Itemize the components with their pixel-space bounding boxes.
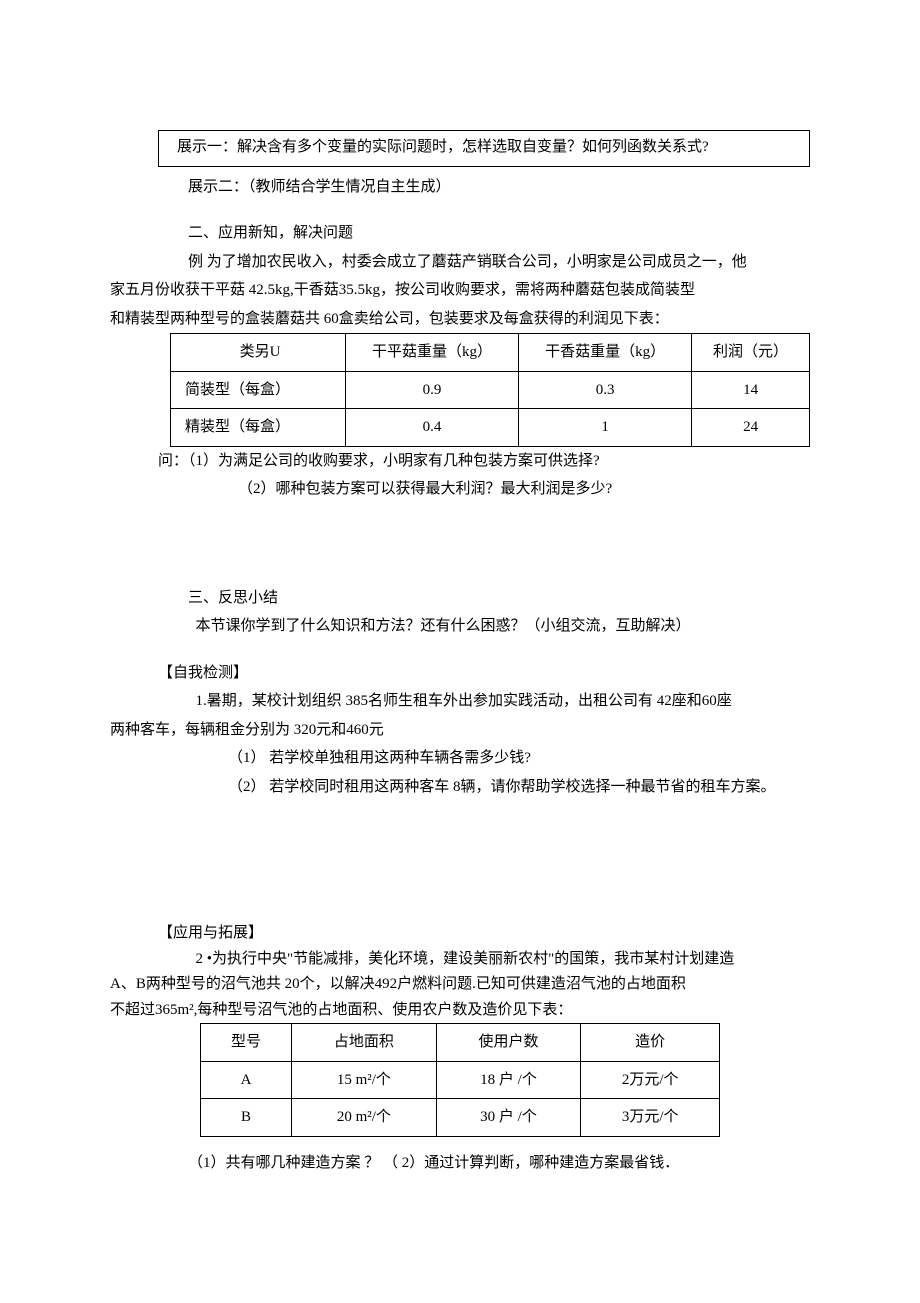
table-row: 型号 占地面积 使用户数 造价: [201, 1024, 720, 1062]
example-line-3: 和精装型两种型号的盒装蘑菇共 60盒卖给公司，包装要求及每盒获得的利润见下表：: [110, 305, 810, 334]
selftest-line-2: 两种客车，每辆租金分别为 320元和460元: [110, 716, 810, 745]
extend-question: （1）共有哪几种建造方案 ？ （ 2）通过计算判断，哪种建造方案最省钱．: [110, 1149, 810, 1178]
table-cell: A: [201, 1061, 292, 1099]
selftest-title-text: 【自我检测】: [158, 665, 248, 681]
extend-question-text: （1）共有哪几种建造方案 ？ （ 2）通过计算判断，哪种建造方案最省钱．: [188, 1155, 679, 1171]
table-cell: 20 m²/个: [292, 1099, 437, 1137]
section-3-body: 本节课你学到了什么知识和方法？还有什么困惑？（小组交流，互助解决）: [110, 612, 810, 641]
table-row: 简装型（每盒） 0.9 0.3 14: [171, 371, 810, 409]
example-line-2-text: 家五月份收获干平菇 42.5kg,干香菇35.5kg，按公司收购要求，需将两种蘑…: [110, 282, 695, 298]
table-row: 精装型（每盒） 0.4 1 24: [171, 409, 810, 447]
selftest-line-1: 1.暑期，某校计划组织 385名师生租车外出参加实践活动，出租公司有 42座和6…: [110, 687, 810, 716]
table-cell: 30 户 /个: [436, 1099, 581, 1137]
section-3-body-text: 本节课你学到了什么知识和方法？还有什么困惑？（小组交流，互助解决）: [196, 618, 691, 634]
table-header: 干香菇重量（kg）: [519, 334, 692, 372]
question-2-text: （2）哪种包装方案可以获得最大利润？最大利润是多少?: [238, 481, 612, 497]
box-text: 展示一：解决含有多个变量的实际问题时，怎样选取自变量？如何列函数关系式?: [177, 139, 709, 155]
section-2-title-text: 二、应用新知，解决问题: [188, 225, 353, 241]
table-row: A 15 m²/个 18 户 /个 2万元/个: [201, 1061, 720, 1099]
extend-title-text: 【应用与拓展】: [158, 925, 263, 941]
table-header: 型号: [201, 1024, 292, 1062]
question-2: （2）哪种包装方案可以获得最大利润？最大利润是多少?: [110, 475, 810, 504]
question-1: 问：（1）为满足公司的收购要求，小明家有几种包装方案可供选择?: [110, 447, 810, 476]
selftest-sub-2-text: （2） 若学校同时租用这两种客车 8辆，请你帮助学校选择一种最节省的租车方案。: [228, 779, 776, 795]
extend-line-3-text: 不超过365m²,每种型号沼气池的占地面积、使用农户数及造价见下表：: [110, 1002, 572, 1018]
table-cell: 0.9: [346, 371, 519, 409]
table-cell: 0.3: [519, 371, 692, 409]
table-cell: 18 户 /个: [436, 1061, 581, 1099]
table-cell: 0.4: [346, 409, 519, 447]
table-row: 类另U 干平菇重量（kg） 干香菇重量（kg） 利润（元）: [171, 334, 810, 372]
example-line-1: 例 为了增加农民收入，村委会成立了蘑菇产销联合公司，小明家是公司成员之一，他: [110, 248, 810, 277]
example-line-3-text: 和精装型两种型号的盒装蘑菇共 60盒卖给公司，包装要求及每盒获得的利润见下表：: [110, 311, 669, 327]
table-cell: 15 m²/个: [292, 1061, 437, 1099]
selftest-line-1-text: 1.暑期，某校计划组织 385名师生租车外出参加实践活动，出租公司有 42座和6…: [196, 693, 732, 709]
selftest-sub-1: （1） 若学校单独租用这两种车辆各需多少钱?: [110, 744, 810, 773]
example-line-2: 家五月份收获干平菇 42.5kg,干香菇35.5kg，按公司收购要求，需将两种蘑…: [110, 276, 810, 305]
extend-line-1-text: 2 •为执行中央"节能减排，美化环境，建设美丽新农村"的国策，我市某村计划建造: [196, 951, 735, 967]
section-3-title: 三、反思小结: [110, 584, 810, 613]
show-2-line: 展示二：（教师结合学生情况自主生成）: [110, 173, 810, 202]
extend-line-3: 不超过365m²,每种型号沼气池的占地面积、使用农户数及造价见下表：: [110, 998, 810, 1024]
selftest-title: 【自我检测】: [110, 659, 810, 688]
show-2-text: 展示二：（教师结合学生情况自主生成）: [188, 179, 451, 195]
biogas-table: 型号 占地面积 使用户数 造价 A 15 m²/个 18 户 /个 2万元/个 …: [200, 1023, 720, 1137]
highlight-box: 展示一：解决含有多个变量的实际问题时，怎样选取自变量？如何列函数关系式?: [158, 130, 810, 167]
table-cell: B: [201, 1099, 292, 1137]
table-cell: 2万元/个: [581, 1061, 720, 1099]
table-cell: 14: [692, 371, 810, 409]
table-cell: 1: [519, 409, 692, 447]
table-cell: 精装型（每盒）: [171, 409, 346, 447]
question-1-text: 问：（1）为满足公司的收购要求，小明家有几种包装方案可供选择?: [158, 453, 600, 469]
extend-line-2: A、B两种型号的沼气池共 20个，以解决492户燃料问题.已知可供建造沼气池的占…: [110, 972, 810, 998]
selftest-line-2-text: 两种客车，每辆租金分别为 320元和460元: [110, 722, 384, 738]
section-3-title-text: 三、反思小结: [188, 590, 278, 606]
mushroom-table: 类另U 干平菇重量（kg） 干香菇重量（kg） 利润（元） 简装型（每盒） 0.…: [170, 333, 810, 447]
table-header: 占地面积: [292, 1024, 437, 1062]
table-cell: 3万元/个: [581, 1099, 720, 1137]
extend-line-2-text: A、B两种型号的沼气池共 20个，以解决492户燃料问题.已知可供建造沼气池的占…: [110, 976, 686, 992]
section-2-title: 二、应用新知，解决问题: [110, 219, 810, 248]
extend-title: 【应用与拓展】: [110, 921, 810, 947]
table-header: 利润（元）: [692, 334, 810, 372]
table-header: 使用户数: [436, 1024, 581, 1062]
example-line-1-text: 例 为了增加农民收入，村委会成立了蘑菇产销联合公司，小明家是公司成员之一，他: [188, 254, 747, 270]
table-header: 造价: [581, 1024, 720, 1062]
table-header: 类另U: [171, 334, 346, 372]
table-row: B 20 m²/个 30 户 /个 3万元/个: [201, 1099, 720, 1137]
extend-line-1: 2 •为执行中央"节能减排，美化环境，建设美丽新农村"的国策，我市某村计划建造: [110, 947, 810, 973]
table-header: 干平菇重量（kg）: [346, 334, 519, 372]
table-cell: 24: [692, 409, 810, 447]
selftest-sub-2: （2） 若学校同时租用这两种客车 8辆，请你帮助学校选择一种最节省的租车方案。: [110, 773, 810, 802]
table-cell: 简装型（每盒）: [171, 371, 346, 409]
selftest-sub-1-text: （1） 若学校单独租用这两种车辆各需多少钱?: [228, 750, 531, 766]
